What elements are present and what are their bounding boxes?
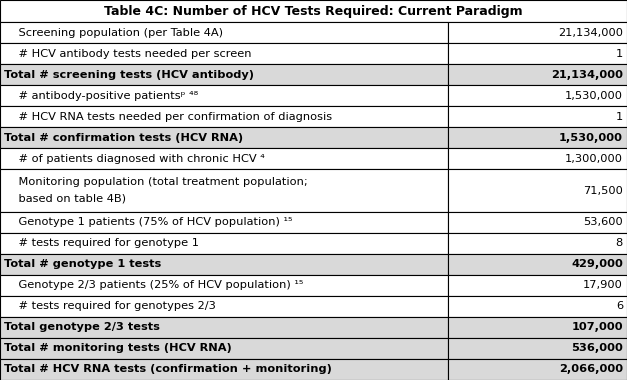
Bar xyxy=(448,106,627,127)
Bar xyxy=(448,359,627,380)
Bar xyxy=(448,149,627,169)
Text: Total # genotype 1 tests: Total # genotype 1 tests xyxy=(4,259,161,269)
Bar xyxy=(0,254,448,275)
Text: Screening population (per Table 4A): Screening population (per Table 4A) xyxy=(4,28,223,38)
Text: Genotype 1 patients (75% of HCV population) ¹⁵: Genotype 1 patients (75% of HCV populati… xyxy=(4,217,293,227)
Bar xyxy=(448,254,627,275)
Text: 2,066,000: 2,066,000 xyxy=(559,364,623,374)
Text: 1,300,000: 1,300,000 xyxy=(565,154,623,164)
Bar xyxy=(448,169,627,212)
Bar xyxy=(448,43,627,64)
Text: 1,530,000: 1,530,000 xyxy=(559,133,623,143)
Bar xyxy=(0,169,448,212)
Text: # HCV RNA tests needed per confirmation of diagnosis: # HCV RNA tests needed per confirmation … xyxy=(4,112,332,122)
Text: # HCV antibody tests needed per screen: # HCV antibody tests needed per screen xyxy=(4,49,251,59)
Bar xyxy=(0,64,448,85)
Text: Total genotype 2/3 tests: Total genotype 2/3 tests xyxy=(4,322,160,332)
Text: 8: 8 xyxy=(616,238,623,248)
Bar xyxy=(0,0,627,22)
Bar xyxy=(0,22,448,43)
Bar xyxy=(0,149,448,169)
Text: 71,500: 71,500 xyxy=(583,185,623,195)
Text: 1: 1 xyxy=(616,49,623,59)
Text: 1,530,000: 1,530,000 xyxy=(565,91,623,101)
Bar xyxy=(448,296,627,317)
Text: Total # screening tests (HCV antibody): Total # screening tests (HCV antibody) xyxy=(4,70,254,80)
Bar xyxy=(448,338,627,359)
Bar xyxy=(448,275,627,296)
Bar xyxy=(448,233,627,254)
Text: 6: 6 xyxy=(616,301,623,311)
Text: 21,134,000: 21,134,000 xyxy=(551,70,623,80)
Text: # of patients diagnosed with chronic HCV ⁴: # of patients diagnosed with chronic HCV… xyxy=(4,154,265,164)
Bar xyxy=(448,317,627,338)
Text: 1: 1 xyxy=(616,112,623,122)
Text: 21,134,000: 21,134,000 xyxy=(558,28,623,38)
Text: based on table 4B): based on table 4B) xyxy=(4,194,126,204)
Text: Table 4C: Number of HCV Tests Required: Current Paradigm: Table 4C: Number of HCV Tests Required: … xyxy=(104,5,523,17)
Bar xyxy=(448,85,627,106)
Bar xyxy=(0,43,448,64)
Text: Monitoring population (total treatment population;: Monitoring population (total treatment p… xyxy=(4,177,308,187)
Bar xyxy=(0,275,448,296)
Bar xyxy=(0,338,448,359)
Bar xyxy=(0,317,448,338)
Text: Total # HCV RNA tests (confirmation + monitoring): Total # HCV RNA tests (confirmation + mo… xyxy=(4,364,332,374)
Bar xyxy=(0,106,448,127)
Text: Total # confirmation tests (HCV RNA): Total # confirmation tests (HCV RNA) xyxy=(4,133,243,143)
Bar xyxy=(0,127,448,149)
Text: # tests required for genotype 1: # tests required for genotype 1 xyxy=(4,238,199,248)
Bar xyxy=(448,127,627,149)
Text: Genotype 2/3 patients (25% of HCV population) ¹⁵: Genotype 2/3 patients (25% of HCV popula… xyxy=(4,280,303,290)
Text: # antibody-positive patientsᵖ ⁴⁸: # antibody-positive patientsᵖ ⁴⁸ xyxy=(4,91,198,101)
Bar xyxy=(0,296,448,317)
Bar xyxy=(0,233,448,254)
Bar xyxy=(448,212,627,233)
Bar xyxy=(448,22,627,43)
Text: 536,000: 536,000 xyxy=(571,344,623,353)
Text: 107,000: 107,000 xyxy=(571,322,623,332)
Bar xyxy=(0,359,448,380)
Text: 17,900: 17,900 xyxy=(583,280,623,290)
Text: 429,000: 429,000 xyxy=(571,259,623,269)
Text: 53,600: 53,600 xyxy=(583,217,623,227)
Text: Total # monitoring tests (HCV RNA): Total # monitoring tests (HCV RNA) xyxy=(4,344,232,353)
Bar xyxy=(0,85,448,106)
Text: # tests required for genotypes 2/3: # tests required for genotypes 2/3 xyxy=(4,301,216,311)
Bar xyxy=(448,64,627,85)
Bar xyxy=(0,212,448,233)
